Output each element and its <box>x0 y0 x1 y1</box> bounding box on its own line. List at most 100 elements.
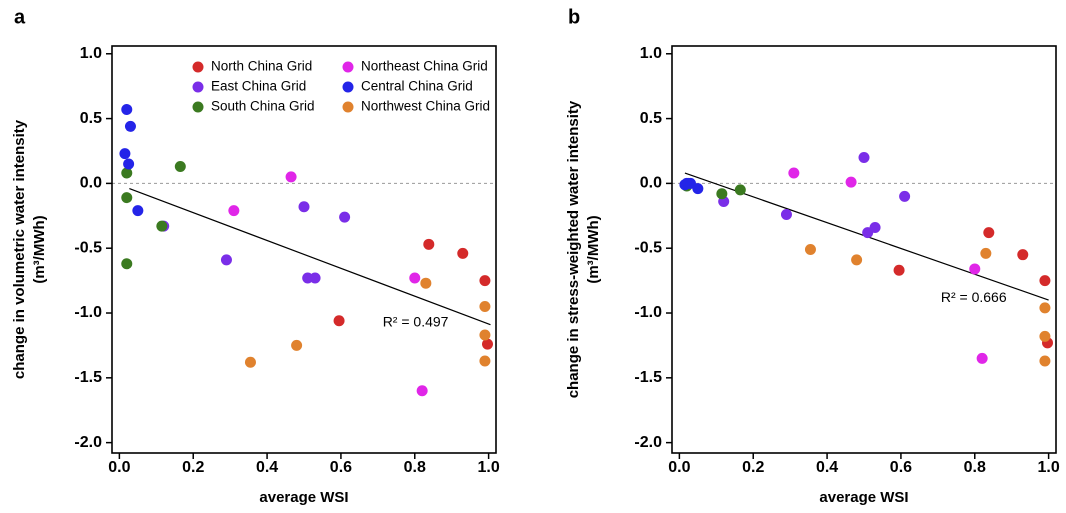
x-tick-label: 1.0 <box>477 459 499 476</box>
y-tick-label: -0.5 <box>634 239 662 256</box>
r-squared: R² = 0.497 <box>383 313 449 329</box>
x-tick-label: 1.0 <box>1037 459 1059 476</box>
point <box>479 275 491 287</box>
y-axis-label: (m³/MWh) <box>31 215 48 283</box>
point <box>119 148 131 160</box>
legend-label: Northeast China Grid <box>361 59 488 74</box>
point <box>291 339 303 351</box>
y-tick-label: -1.0 <box>634 304 662 321</box>
point <box>132 205 144 217</box>
y-tick-label: 0.0 <box>640 175 662 192</box>
point <box>457 247 469 259</box>
x-axis-label: average WSI <box>259 489 348 506</box>
legend-marker <box>342 61 354 73</box>
point <box>309 272 321 284</box>
x-tick-label: 0.4 <box>816 459 838 476</box>
point <box>174 161 186 173</box>
plot-frame <box>111 45 497 454</box>
x-tick-label: 0.6 <box>330 459 352 476</box>
x-tick-label: 0.2 <box>742 459 764 476</box>
panel-label: b <box>568 6 580 28</box>
point <box>716 188 728 200</box>
point <box>1039 275 1051 287</box>
point <box>869 221 881 233</box>
point <box>423 238 435 250</box>
legend-marker <box>342 81 354 93</box>
point <box>1017 249 1029 261</box>
point <box>244 356 256 368</box>
point <box>121 192 133 204</box>
y-tick-label: -1.5 <box>74 369 102 386</box>
x-tick-label: 0.6 <box>890 459 912 476</box>
legend-label: South China Grid <box>211 99 315 114</box>
y-axis-label: (m³/MWh) <box>585 215 602 283</box>
panel-label: a <box>14 6 26 28</box>
point <box>692 183 704 195</box>
y-axis-label: change in stress-weighted water intensit… <box>565 100 582 398</box>
point <box>121 104 133 116</box>
y-tick-label: 1.0 <box>80 45 102 62</box>
x-tick-label: 0.0 <box>668 459 690 476</box>
point <box>339 211 351 223</box>
point <box>1039 355 1051 367</box>
point <box>298 201 310 213</box>
y-tick-label: -1.0 <box>74 304 102 321</box>
legend-marker <box>192 81 204 93</box>
point <box>333 315 345 327</box>
point <box>804 244 816 255</box>
trend-line <box>129 188 491 326</box>
point <box>220 254 232 266</box>
y-tick-label: 1.0 <box>640 45 662 62</box>
point <box>1039 302 1051 314</box>
point <box>1039 330 1051 342</box>
point <box>780 209 792 221</box>
legend-marker <box>192 101 204 113</box>
point <box>845 176 857 188</box>
legend-label: North China Grid <box>211 59 312 74</box>
legend-marker <box>342 101 354 113</box>
y-tick-label: -2.0 <box>634 434 662 451</box>
point <box>482 338 494 350</box>
legend-label: Northwest China Grid <box>361 99 490 114</box>
legend-label: East China Grid <box>211 79 306 94</box>
point <box>893 264 905 276</box>
point <box>409 272 421 284</box>
point <box>156 220 168 232</box>
point <box>899 190 911 202</box>
point <box>420 277 432 289</box>
point <box>124 120 136 132</box>
point <box>969 263 981 275</box>
y-tick-label: -1.5 <box>634 369 662 386</box>
point <box>980 247 992 259</box>
point <box>416 385 428 397</box>
r-squared: R² = 0.666 <box>941 289 1007 305</box>
point <box>788 167 800 179</box>
point <box>479 355 491 367</box>
y-axis-label: change in volumetric water intensity <box>11 119 28 379</box>
legend-marker <box>192 61 204 73</box>
point <box>734 184 746 196</box>
y-tick-label: 0.5 <box>640 110 662 127</box>
point <box>123 158 135 170</box>
x-tick-label: 0.8 <box>404 459 426 476</box>
y-tick-label: -0.5 <box>74 239 102 256</box>
y-tick-label: 0.5 <box>80 110 102 127</box>
point <box>983 227 995 239</box>
point <box>479 301 491 313</box>
point <box>479 329 491 341</box>
legend-label: Central China Grid <box>361 79 473 94</box>
point <box>683 177 695 189</box>
point <box>976 352 988 364</box>
point <box>121 167 133 179</box>
point <box>121 258 133 270</box>
y-tick-label: -2.0 <box>74 434 102 451</box>
point <box>285 171 297 183</box>
point <box>228 205 240 217</box>
point <box>858 151 870 163</box>
plot-frame <box>671 45 1057 454</box>
x-tick-label: 0.0 <box>108 459 130 476</box>
point <box>851 254 863 266</box>
x-tick-label: 0.2 <box>182 459 204 476</box>
y-tick-label: 0.0 <box>80 175 102 192</box>
